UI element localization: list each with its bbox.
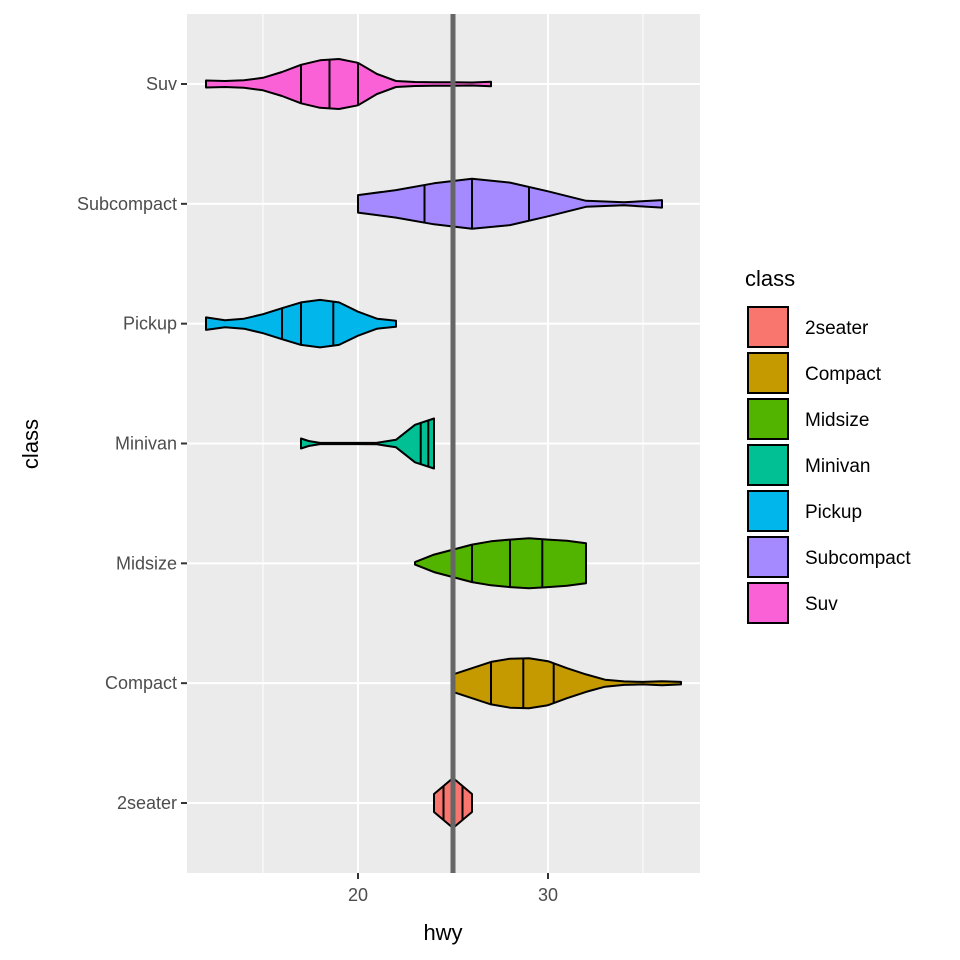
legend-swatch-subcompact: [747, 536, 789, 578]
legend-swatch-pickup: [747, 490, 789, 532]
y-tick-label: Minivan: [115, 434, 177, 454]
y-tick-label: Suv: [146, 74, 177, 94]
violin-body-subcompact: [357, 177, 663, 230]
y-tick-label: Pickup: [123, 314, 177, 334]
x-axis-title: hwy: [423, 920, 462, 945]
legend: class 2seater Compact Midsize Minivan Pickup…: [745, 266, 911, 624]
violin-minivan: [300, 417, 435, 470]
legend-label-minivan: Minivan: [805, 456, 870, 477]
legend-swatch-midsize: [747, 398, 789, 440]
legend-title: class: [745, 266, 795, 291]
violin-body-compact: [452, 657, 682, 710]
violin-pickup: [205, 298, 397, 349]
legend-label-pickup: Pickup: [805, 502, 862, 523]
violin-subcompact: [357, 177, 663, 230]
legend-swatch-minivan: [747, 444, 789, 486]
legend-label-midsize: Midsize: [805, 410, 869, 431]
x-axis: 20 30: [348, 873, 558, 905]
y-tick-label: Midsize: [116, 553, 177, 573]
y-tick-label: Subcompact: [77, 194, 177, 214]
y-tick-label: Compact: [105, 673, 177, 693]
legend-swatch-compact: [747, 352, 789, 394]
violin-body-suv: [205, 58, 492, 110]
legend-label-subcompact: Subcompact: [805, 548, 911, 569]
legend-label-2seater: 2seater: [805, 318, 869, 339]
legend-label-suv: Suv: [805, 594, 838, 615]
violin-compact: [452, 657, 682, 710]
y-axis: 2seater Compact Midsize Minivan Pickup Subcom…: [77, 74, 187, 813]
x-tick-label: 20: [348, 885, 368, 905]
legend-label-compact: Compact: [805, 364, 882, 385]
legend-swatch-suv: [747, 582, 789, 624]
legend-swatch-2seater: [747, 306, 789, 348]
y-axis-title: class: [18, 419, 43, 469]
violin-layer: [205, 58, 682, 829]
violin-suv: [205, 58, 492, 110]
y-tick-label: 2seater: [117, 793, 177, 813]
x-tick-label: 30: [538, 885, 558, 905]
violin-midsize: [414, 537, 587, 590]
